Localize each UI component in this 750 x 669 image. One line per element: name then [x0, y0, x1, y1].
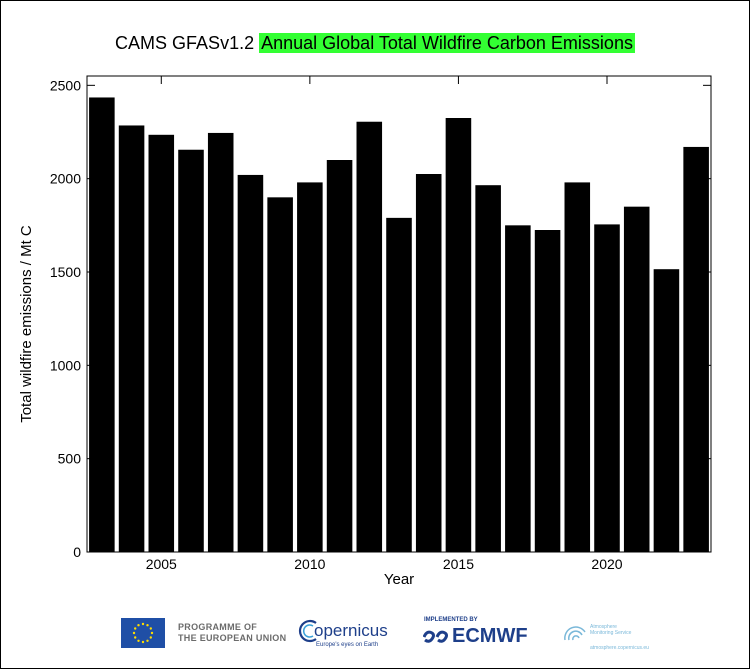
- x-tick-label-2020: 2020: [591, 556, 622, 572]
- y-axis-label: Total wildfire emissions / Mt C: [18, 225, 35, 423]
- ams-line-1: Atmosphere: [590, 624, 617, 630]
- eu-programme-text: PROGRAMME OF THE EUROPEAN UNION: [178, 622, 286, 644]
- bar-2004: [118, 125, 145, 552]
- bar-2016: [475, 185, 501, 552]
- bar-2014: [415, 174, 442, 552]
- chart-title-highlight: Annual Global Total Wildfire Carbon Emis…: [259, 33, 635, 53]
- copernicus-wordmark: opernicus: [314, 621, 388, 640]
- bar-2017: [505, 225, 531, 553]
- y-tick-label-1500: 1500: [50, 264, 81, 280]
- copernicus-tagline: Europe's eyes on Earth: [316, 642, 379, 648]
- bar-2006: [178, 149, 204, 552]
- bar-2009: [267, 197, 293, 553]
- bar-2018: [534, 230, 561, 552]
- copernicus-c-icon: [298, 619, 317, 643]
- x-tick-label-2005: 2005: [146, 556, 177, 572]
- bar-2019: [564, 182, 591, 552]
- x-tick-label-2015: 2015: [443, 556, 474, 572]
- y-tick-label-0: 0: [73, 544, 81, 560]
- bar-2013: [386, 217, 412, 552]
- x-axis-label: Year: [384, 571, 414, 588]
- bar-2003: [89, 97, 115, 552]
- y-tick-label-2500: 2500: [50, 77, 81, 93]
- bar-2012: [356, 121, 383, 552]
- y-tick-label-2000: 2000: [50, 171, 81, 187]
- chart-title: CAMS GFASv1.2 Annual Global Total Wildfi…: [0, 33, 750, 54]
- x-tick-label-2010: 2010: [294, 556, 325, 572]
- bars-group: [89, 97, 709, 553]
- ams-url-text: atmosphere.copernicus.eu: [590, 645, 649, 651]
- plot-frame: [86, 75, 712, 553]
- bar-2020: [594, 224, 620, 552]
- bar-2010: [297, 182, 323, 552]
- ecmwf-wave-icon: [423, 630, 448, 643]
- bar-2011: [326, 160, 353, 552]
- eu-line-1: PROGRAMME OF: [178, 622, 258, 632]
- y-tick-label-500: 500: [58, 451, 82, 467]
- bar-2007: [207, 132, 234, 552]
- y-tick-label-1000: 1000: [50, 357, 81, 373]
- eu-flag-icon: [121, 618, 165, 648]
- chart-title-prefix: CAMS GFASv1.2: [115, 33, 255, 53]
- eu-line-2: THE EUROPEAN UNION: [178, 633, 287, 643]
- bar-2008: [237, 174, 264, 552]
- implemented-by-text: IMPLEMENTED BY: [424, 617, 478, 623]
- bar-2022: [653, 269, 680, 552]
- bar-2021: [623, 206, 650, 552]
- footer-logos: PROGRAMME OF THE EUROPEAN UNION opernicu…: [0, 612, 750, 656]
- bar-2023: [683, 146, 709, 552]
- ecmwf-wordmark: ECMWF: [452, 625, 528, 647]
- ams-line-2: Monitoring Service: [590, 630, 632, 636]
- bar-2005: [148, 134, 175, 553]
- bar-2015: [445, 118, 472, 552]
- atmosphere-service-icon: [564, 626, 586, 641]
- ticks-group: 0 500 1000 1500 2000 2500 2005 2010 2015 2020: [50, 76, 711, 572]
- ams-service-text: Atmosphere Monitoring Service: [590, 624, 631, 636]
